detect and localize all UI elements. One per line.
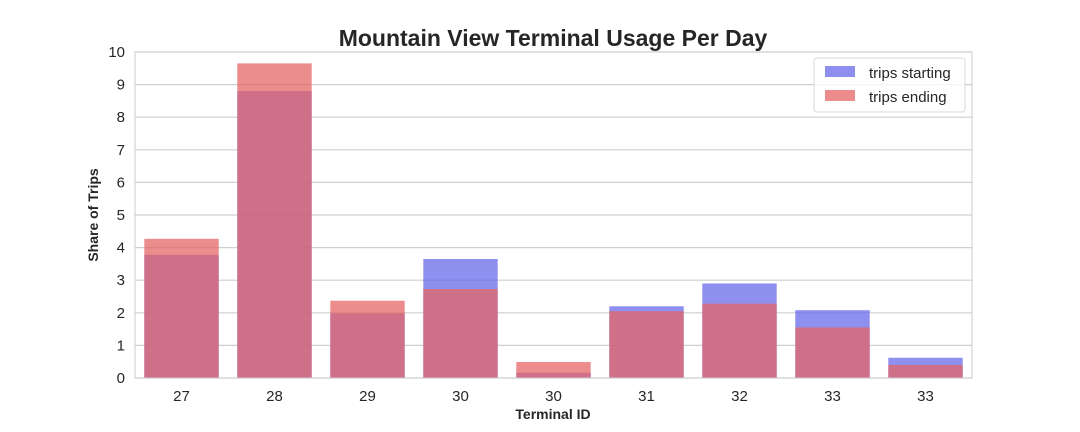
y-axis-label: Share of Trips	[85, 168, 101, 262]
bar-trips-ending	[795, 327, 870, 378]
x-tick-label: 31	[638, 388, 655, 405]
bar-trips-ending	[702, 303, 777, 378]
legend: trips starting trips ending	[813, 57, 966, 113]
y-axis-ticks: 0 1 2 3 4 5 6 7 8 9 10	[108, 44, 125, 387]
x-tick-label: 30	[545, 388, 562, 405]
bar-trips-ending	[516, 362, 591, 378]
x-tick-label: 33	[824, 388, 841, 405]
bar-trips-ending	[330, 300, 405, 378]
y-tick-label: 9	[117, 77, 125, 94]
x-tick-label: 30	[452, 388, 469, 405]
bar-trips-ending	[609, 311, 684, 378]
x-axis-label: Terminal ID	[515, 406, 590, 422]
y-tick-label: 1	[117, 337, 125, 354]
x-tick-label: 32	[731, 388, 748, 405]
legend-swatch-trips-starting	[825, 66, 855, 77]
x-tick-label: 29	[359, 388, 376, 405]
y-tick-label: 4	[117, 240, 125, 257]
legend-label-trips-ending: trips ending	[869, 89, 947, 106]
bars	[144, 63, 963, 379]
bar-trips-ending	[423, 289, 498, 378]
y-tick-label: 5	[117, 207, 125, 224]
y-tick-label: 7	[117, 142, 125, 159]
bar-trips-ending	[237, 63, 312, 378]
legend-label-trips-starting: trips starting	[869, 65, 951, 82]
bar-trips-ending	[144, 238, 219, 378]
y-tick-label: 0	[117, 370, 125, 387]
y-tick-label: 3	[117, 272, 125, 289]
x-tick-label: 27	[173, 388, 190, 405]
x-tick-label: 28	[266, 388, 283, 405]
legend-swatch-trips-ending	[825, 90, 855, 101]
y-tick-label: 8	[117, 109, 125, 126]
y-tick-label: 6	[117, 174, 125, 191]
y-tick-label: 10	[108, 44, 125, 61]
plot-frame	[134, 51, 973, 379]
x-tick-label: 33	[917, 388, 934, 405]
chart-title: Mountain View Terminal Usage Per Day	[339, 25, 768, 51]
y-tick-label: 2	[117, 305, 125, 322]
x-axis-ticks: 27 28 29 30 30 31 32 33 33	[173, 388, 934, 405]
bar-trips-ending	[888, 364, 963, 378]
